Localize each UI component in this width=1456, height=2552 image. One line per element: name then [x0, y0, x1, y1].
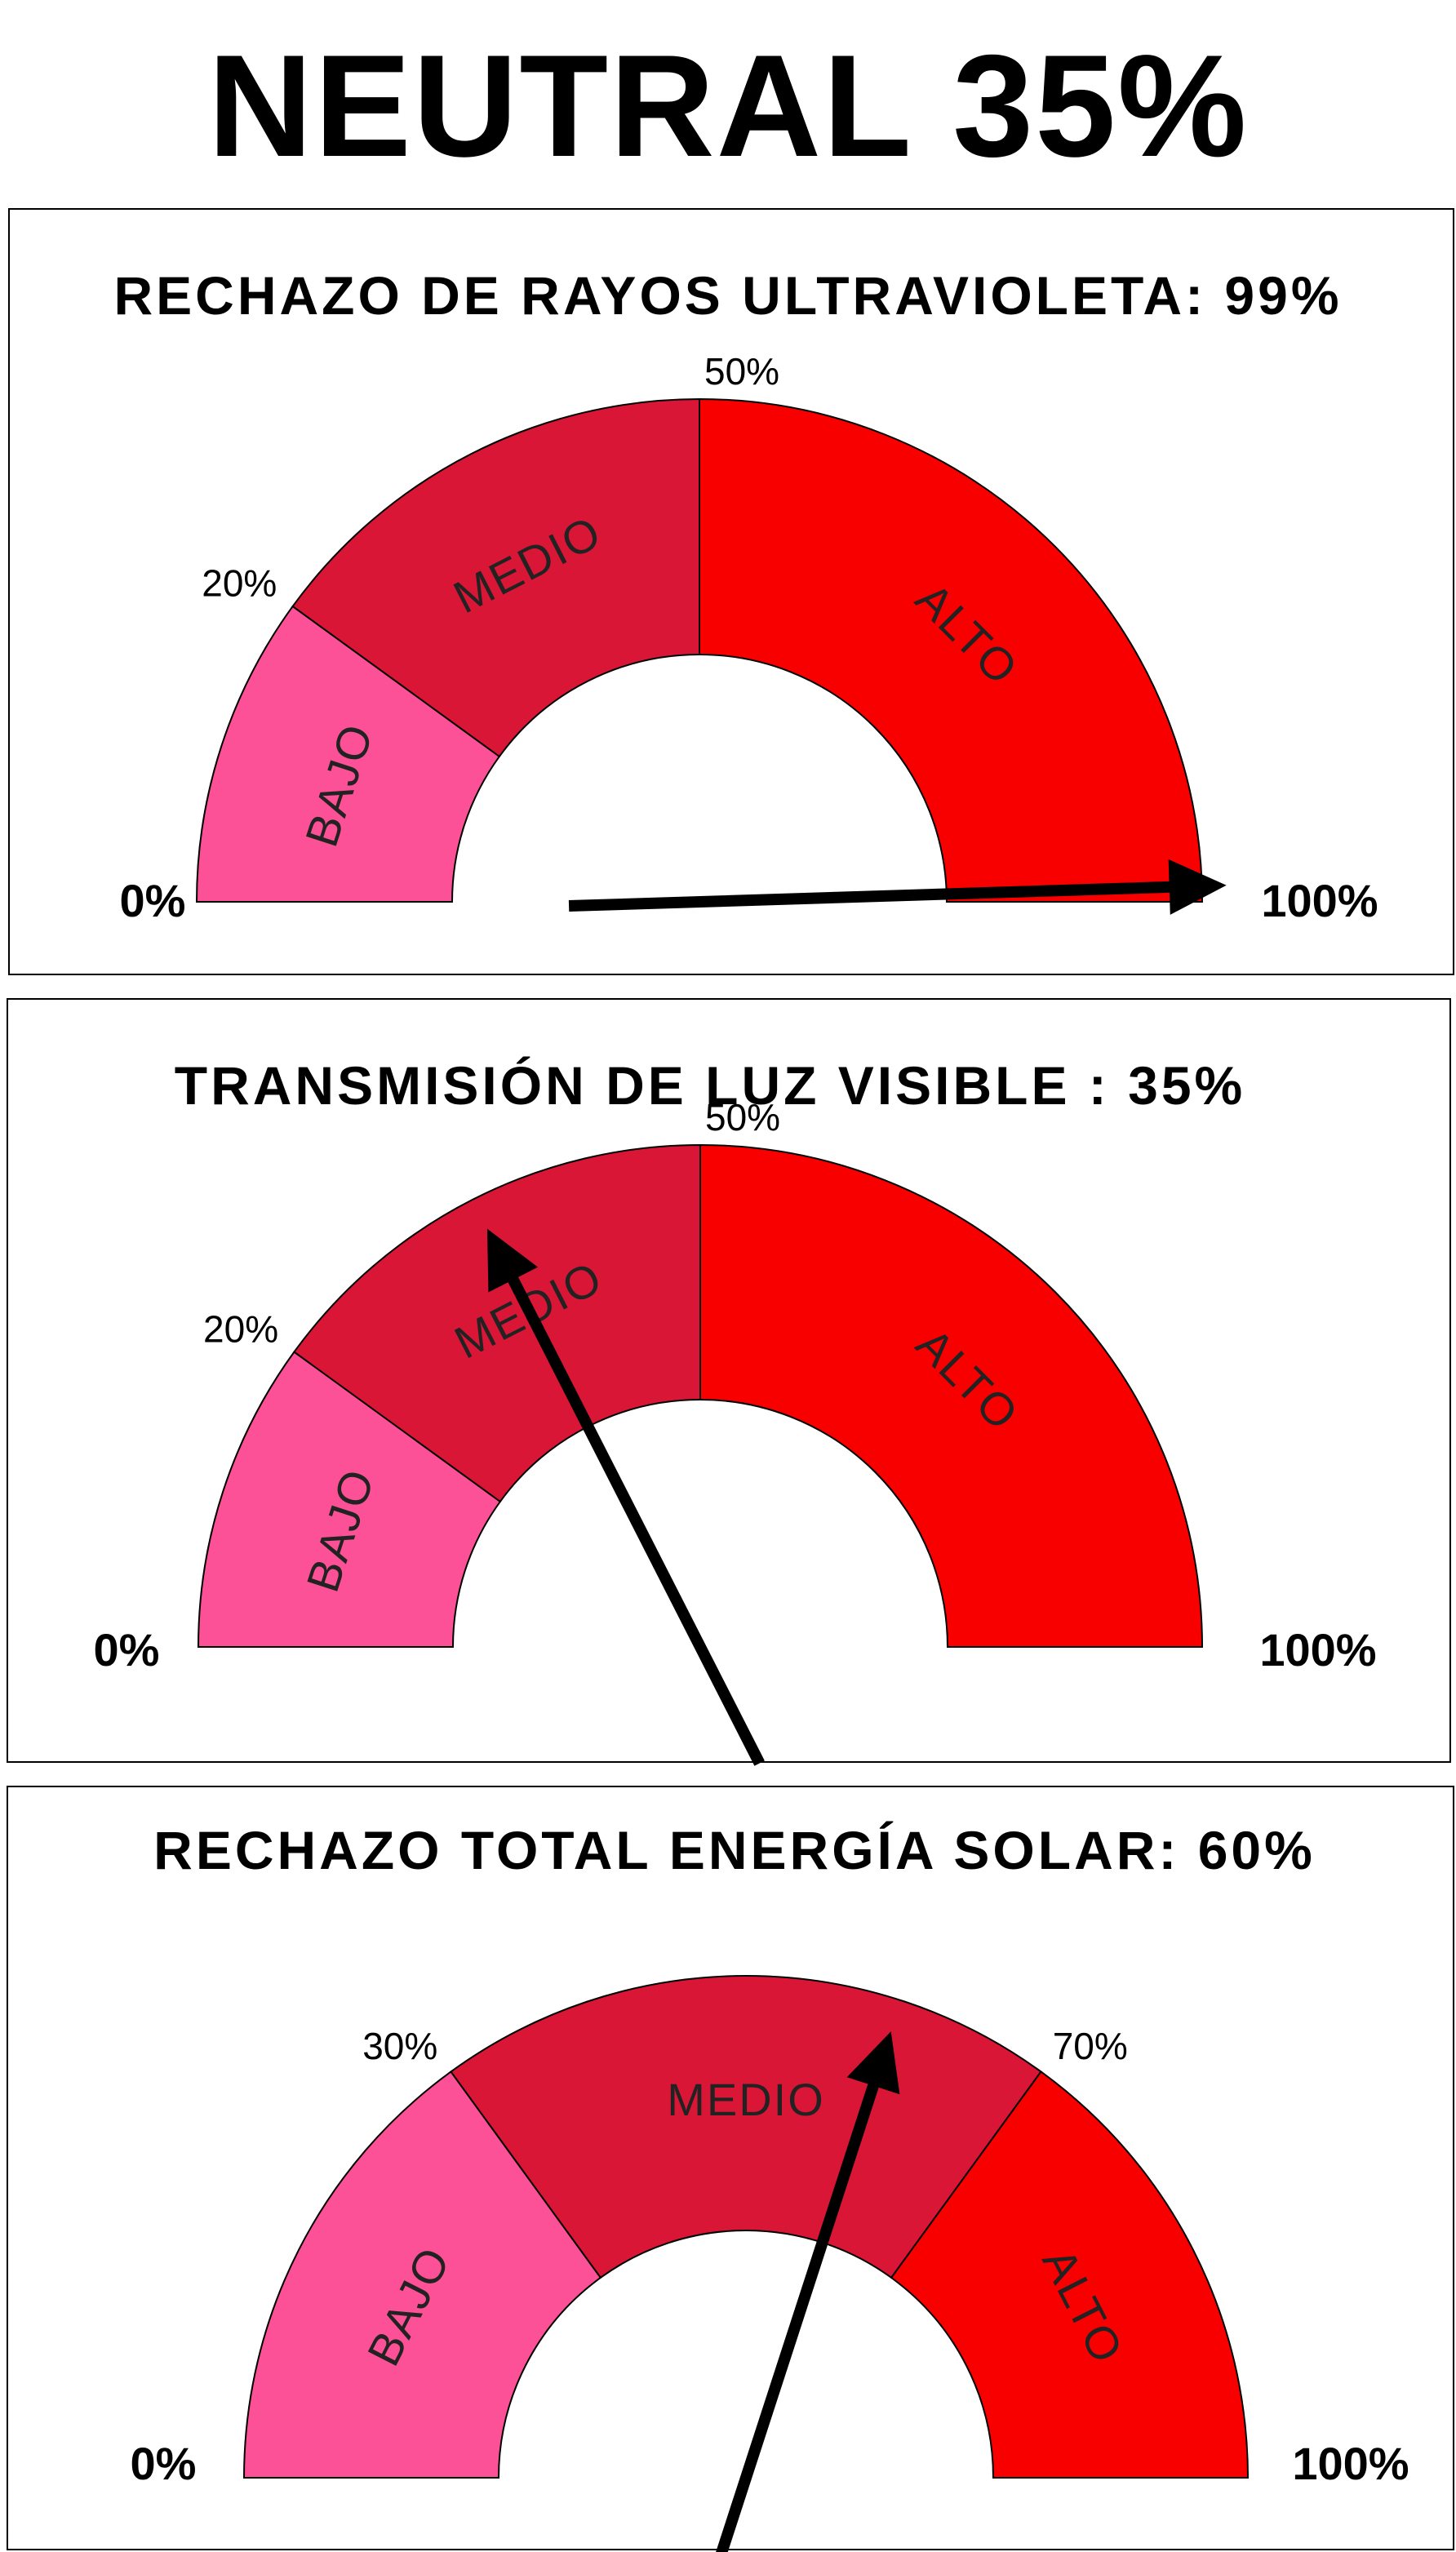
needle-arrow-shape	[486, 1228, 765, 1766]
zone-alto	[699, 1143, 1204, 1648]
threshold-tick-label: 30%	[362, 2025, 437, 2067]
zone-alto	[890, 2070, 1250, 2479]
zone-bajo	[242, 2070, 602, 2479]
gauge-uv-rejection: RECHAZO DE RAYOS ULTRAVIOLETA: 99%BAJOME…	[113, 265, 1378, 926]
gauge-max-label: 100%	[1292, 2438, 1409, 2489]
gauge-panel-visible-light: TRANSMISIÓN DE LUZ VISIBLE : 35%BAJOMEDI…	[7, 998, 1451, 1766]
threshold-tick-label: 20%	[202, 562, 277, 605]
threshold-tick-label: 70%	[1053, 2025, 1128, 2067]
gauge-panel-uv-rejection: RECHAZO DE RAYOS ULTRAVIOLETA: 99% BAJO ME…	[8, 208, 1454, 975]
gauge-needle	[486, 1228, 765, 1766]
zone-alto	[699, 397, 1204, 903]
gauge-min-label: 0%	[94, 1624, 160, 1675]
gauge-needle	[716, 2031, 900, 2552]
gauge-visible-light: TRANSMISIÓN DE LUZ VISIBLE : 35%BAJOMEDI…	[94, 1055, 1377, 1766]
gauge-needle	[568, 859, 1227, 915]
zone-medio	[291, 397, 700, 758]
gauge-min-label: 0%	[120, 875, 186, 926]
gauge-panel-solar-energy: RECHAZO TOTAL ENERGÍA SOLAR: 60% BAJO MEDI…	[7, 1786, 1454, 2552]
needle-arrow-shape	[568, 859, 1227, 915]
gauge-title: TRANSMISIÓN DE LUZ VISIBLE : 35%	[175, 1055, 1245, 1116]
gauge-max-label: 100%	[1261, 875, 1378, 926]
threshold-tick-label: 50%	[704, 350, 779, 393]
gauge-title: RECHAZO TOTAL ENERGÍA SOLAR: 60%	[153, 1820, 1316, 1880]
needle-arrow-shape	[716, 2031, 900, 2552]
threshold-tick-label: 50%	[705, 1096, 780, 1138]
zone-label-medio: MEDIO	[667, 2074, 825, 2125]
threshold-tick-label: 20%	[203, 1307, 278, 1350]
zone-bajo	[195, 605, 501, 903]
zone-medio	[293, 1143, 701, 1503]
gauge-title: RECHAZO DE RAYOS ULTRAVIOLETA: 99%	[113, 265, 1342, 326]
page-title: NEUTRAL 35%	[207, 24, 1249, 187]
zone-bajo	[197, 1351, 502, 1648]
gauge-min-label: 0%	[131, 2438, 197, 2489]
gauge-solar-energy: RECHAZO TOTAL ENERGÍA SOLAR: 60%BAJOMEDI…	[131, 1820, 1409, 2552]
gauge-max-label: 100%	[1259, 1624, 1376, 1675]
